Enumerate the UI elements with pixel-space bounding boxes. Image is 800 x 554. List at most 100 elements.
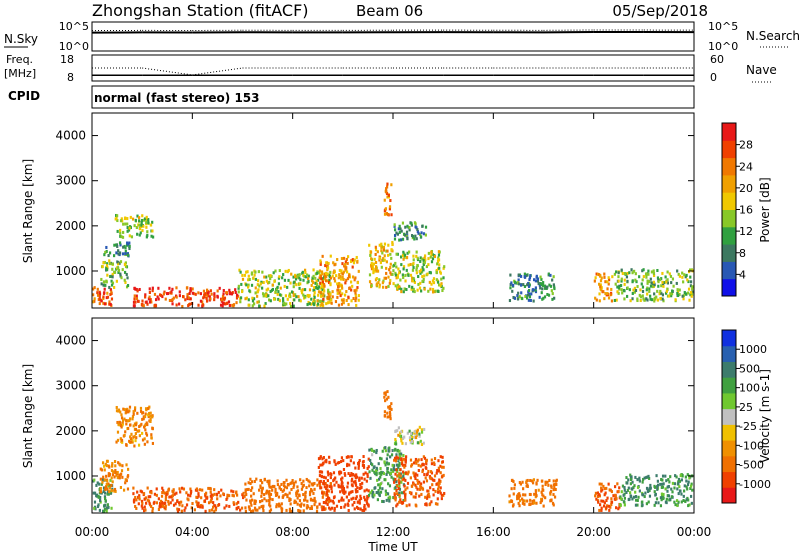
range-gate-cell [386,411,389,415]
range-gate-cell [384,449,387,453]
range-gate-cell [393,468,396,472]
range-gate-cell [277,297,280,301]
range-gate-cell [234,288,237,292]
range-gate-cell [371,468,374,472]
range-gate-cell [424,495,427,499]
range-gate-cell [340,298,344,302]
range-gate-cell [430,462,434,466]
range-gate-cell [381,251,384,255]
range-gate-cell [550,289,553,293]
range-gate-cell [661,494,664,498]
range-gate-cell [350,299,353,303]
range-gate-cell [121,440,124,444]
range-gate-cell [126,276,129,280]
range-gate-cell [542,281,545,285]
range-gate-cell [143,217,147,221]
range-gate-cell [101,480,104,484]
range-gate-cell [136,490,139,494]
range-gate-cell [313,499,316,503]
range-gate-cell [110,283,114,287]
range-gate-cell [430,500,433,504]
range-gate-cell [328,273,331,277]
range-gate-cell [601,488,604,492]
range-gate-cell [184,506,187,510]
range-gate-cell [633,290,637,294]
range-gate-cell [330,487,333,491]
range-gate-cell [373,470,376,474]
range-gate-cell [108,251,112,255]
range-gate-cell [104,497,107,501]
range-gate-cell [93,478,96,482]
range-gate-cell [254,499,257,503]
range-gate-cell [442,465,445,469]
range-gate-cell [533,288,536,292]
range-gate-cell [109,302,112,306]
range-gate-cell [398,230,401,234]
range-gate-cell [641,503,644,507]
range-gate-cell [221,294,225,298]
range-gate-cell [688,268,692,272]
range-gate-cell [541,283,545,287]
range-gate-cell [690,294,693,298]
range-gate-cell [678,274,681,278]
range-gate-cell [670,292,674,296]
range-gate-cell [385,285,388,289]
range-gate-cell [271,484,274,488]
range-gate-cell [329,472,332,476]
range-gate-cell [269,274,272,278]
range-gate-cell [435,482,438,486]
range-gate-cell [148,411,151,415]
range-gate-cell [278,485,281,489]
range-gate-cell [527,284,531,288]
range-gate-cell [354,480,357,484]
range-gate-cell [603,493,606,497]
range-gate-cell [322,507,325,511]
range-gate-cell [219,303,223,307]
range-gate-cell [418,434,421,438]
range-gate-cell [602,290,605,294]
range-gate-cell [157,297,160,301]
range-gate-cell [605,486,608,490]
range-gate-cell [102,295,105,299]
range-gate-cell [103,302,107,306]
range-gate-cell [257,300,260,304]
range-gate-cell [410,223,413,227]
range-gate-cell [509,283,512,287]
range-gate-cell [409,476,412,480]
range-gate-cell [302,509,305,513]
range-gate-cell [370,448,374,452]
range-gate-cell [279,487,283,491]
range-gate-cell [142,417,145,421]
range-gate-cell [395,455,398,459]
range-gate-cell [103,504,106,508]
range-gate-cell [666,270,669,274]
range-gate-cell [245,283,248,287]
range-gate-cell [145,433,149,437]
range-gate-cell [423,456,427,460]
range-gate-cell [426,272,429,276]
range-gate-cell [623,272,627,276]
range-gate-cell [261,270,264,274]
range-gate-cell [105,485,108,489]
range-gate-cell [125,408,128,412]
range-gate-cell [121,235,125,239]
range-gate-cell [274,290,277,294]
range-gate-cell [428,280,431,284]
range-gate-cell [392,464,396,468]
range-gate-cell [195,500,198,504]
range-gate-cell [110,506,113,510]
range-gate-cell [380,265,383,269]
range-gate-cell [317,271,320,275]
range-gate-cell [337,483,340,487]
range-gate-cell [145,235,148,239]
range-gate-cell [203,293,206,297]
range-gate-cell [389,455,392,459]
range-gate-cell [399,434,402,438]
range-gate-cell [148,295,151,299]
range-gate-cell [235,506,239,510]
range-gate-cell [651,285,654,289]
range-gate-cell [228,494,231,498]
nsearch-tick-low: 10^0 [708,40,738,53]
range-gate-cell [298,286,301,290]
